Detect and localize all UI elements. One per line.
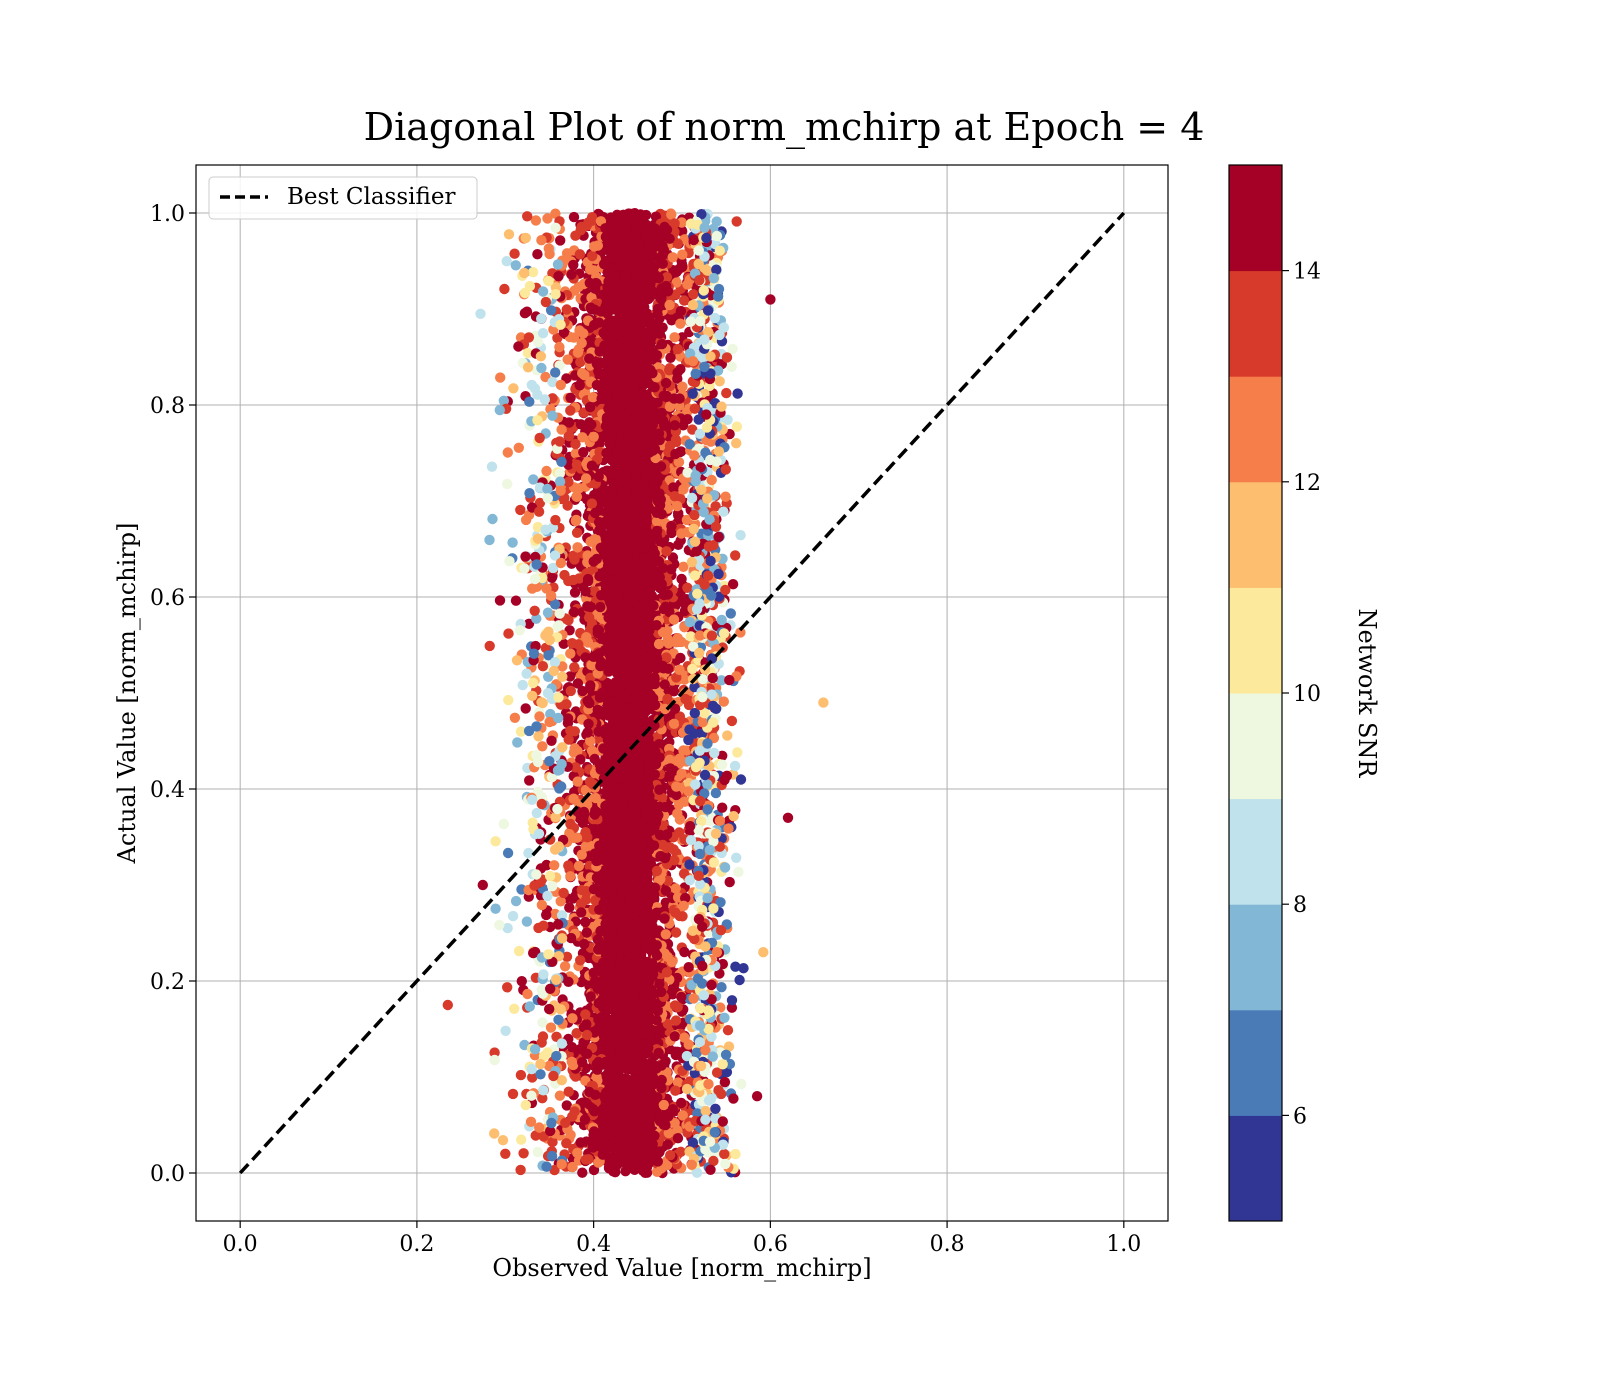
scatter-point <box>585 680 596 691</box>
scatter-point <box>573 639 584 650</box>
scatter-point <box>555 235 566 246</box>
scatter-point <box>572 542 583 553</box>
scatter-point <box>667 252 678 263</box>
scatter-point <box>575 955 586 966</box>
scatter-point <box>569 662 580 673</box>
scatter-point <box>581 927 592 938</box>
scatter-point <box>580 841 591 852</box>
scatter-point <box>651 865 663 877</box>
scatter-point <box>678 295 690 306</box>
scatter-point <box>574 249 586 260</box>
scatter-point <box>570 230 581 241</box>
scatter-point <box>562 713 574 724</box>
scatter-point <box>572 1147 583 1159</box>
scatter-point <box>608 1166 619 1177</box>
scatter-point <box>605 212 617 223</box>
scatter-point <box>558 638 569 649</box>
scatter-point <box>577 368 588 379</box>
scatter-point <box>674 827 685 838</box>
scatter-point <box>586 498 598 509</box>
scatter-point <box>563 615 574 626</box>
scatter-point <box>565 405 576 416</box>
scatter-point <box>672 633 683 644</box>
scatter-point <box>620 1166 631 1177</box>
scatter-point <box>576 221 587 233</box>
scatter-point <box>565 648 576 659</box>
scatter-point <box>566 269 577 280</box>
scatter-point <box>670 907 681 918</box>
scatter-point <box>561 951 573 962</box>
scatter-point <box>587 250 598 262</box>
scatter-point <box>580 473 592 484</box>
scatter-point <box>589 489 600 501</box>
scatter-points <box>442 208 829 1179</box>
scatter-point <box>568 211 580 223</box>
scatter-point <box>565 818 576 830</box>
scatter-point <box>675 318 686 329</box>
scatter-point <box>673 539 684 550</box>
scatter-point <box>586 419 597 430</box>
scatter-point <box>668 614 680 625</box>
scatter-point <box>662 1139 673 1150</box>
scatter-point <box>570 438 581 450</box>
scatter-point <box>660 929 671 940</box>
scatter-point <box>579 1114 591 1125</box>
scatter-point <box>670 927 682 938</box>
scatter-point <box>575 419 587 430</box>
scatter-point <box>575 1137 586 1148</box>
scatter-point <box>524 775 535 786</box>
scatter-point <box>668 718 680 729</box>
scatter-point <box>563 575 574 587</box>
scatter-point <box>675 305 687 317</box>
scatter-point <box>559 961 571 972</box>
scatter-point <box>571 491 582 502</box>
scatter-point <box>578 447 589 458</box>
scatter-point <box>571 527 583 538</box>
scatter-point <box>675 652 686 664</box>
scatter-point <box>569 587 581 598</box>
scatter-point <box>564 902 575 913</box>
scatter-point <box>585 991 596 1002</box>
scatter-point <box>573 860 585 872</box>
scatter-point <box>515 1164 526 1176</box>
scatter-point <box>572 776 583 787</box>
scatter-point <box>563 1086 574 1097</box>
scatter-point <box>561 1138 572 1149</box>
scatter-point <box>668 482 679 493</box>
scatter-point <box>564 417 575 428</box>
scatter-point <box>679 1032 690 1043</box>
scatter-point <box>571 514 582 526</box>
scatter-point <box>569 554 580 565</box>
scatter-point <box>670 1015 682 1026</box>
scatter-point <box>578 328 589 339</box>
scatter-point <box>672 1133 684 1144</box>
scatter-point <box>592 240 603 251</box>
scatter-point <box>670 883 681 894</box>
scatter-point <box>671 781 682 792</box>
scatter-point <box>677 249 688 260</box>
scatter-point <box>561 248 573 259</box>
scatter-point <box>588 431 599 442</box>
scatter-point <box>569 726 580 737</box>
scatter-point <box>561 304 572 315</box>
scatter-point <box>518 1148 529 1159</box>
scatter-point <box>664 299 675 311</box>
scatter-point <box>654 784 665 795</box>
scatter-point <box>678 900 689 911</box>
scatter-point <box>668 844 679 855</box>
scatter-point <box>663 638 674 649</box>
scatter-point <box>577 1167 588 1178</box>
scatter-point <box>676 528 687 539</box>
scatter-point <box>669 1031 680 1042</box>
chart-title: Diagonal Plot of norm_mchirp at Epoch = … <box>364 105 1205 150</box>
scatter-point <box>674 814 686 825</box>
